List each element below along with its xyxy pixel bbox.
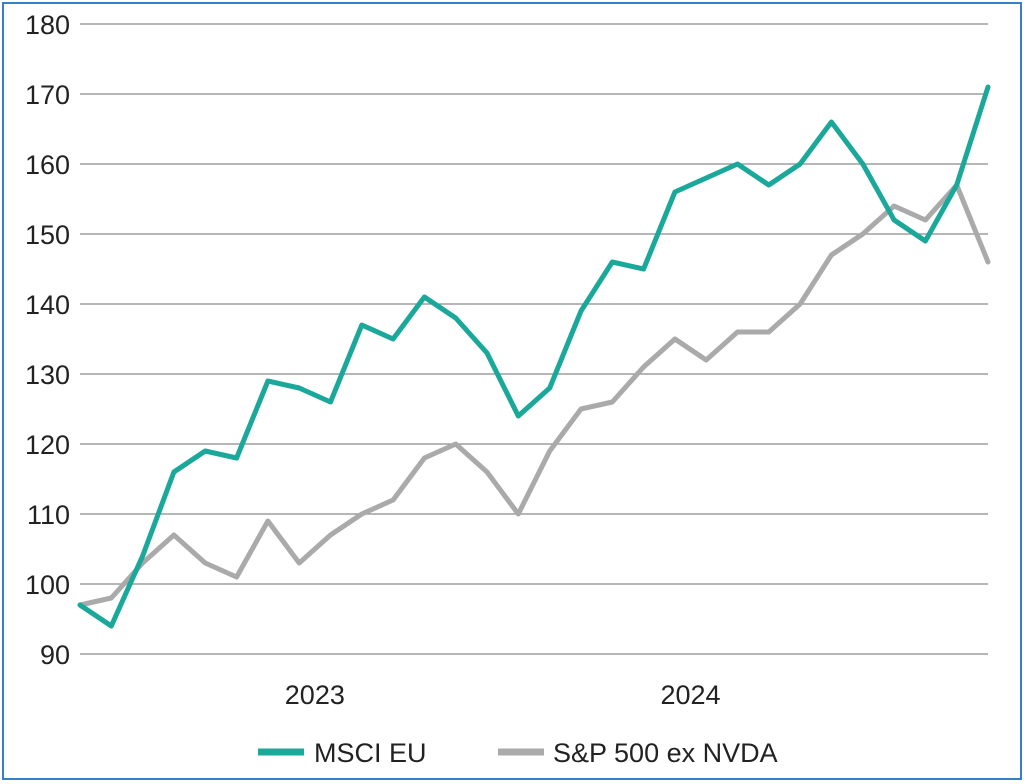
legend-label: S&P 500 ex NVDA xyxy=(553,738,778,768)
y-tick-label: 160 xyxy=(25,150,70,180)
y-axis-ticks: 90 100 110 120 130 140 150 160 170 180 xyxy=(25,10,70,670)
gridlines xyxy=(80,23,988,655)
y-tick-label: 100 xyxy=(25,570,70,600)
y-tick-label: 110 xyxy=(27,500,70,530)
x-axis-ticks: 202320242025 xyxy=(285,680,721,710)
y-tick-label: 130 xyxy=(25,360,70,390)
y-tick-label: 140 xyxy=(25,290,70,320)
legend: MSCI EU S&P 500 ex NVDA xyxy=(258,738,778,768)
x-tick-label: 2023 xyxy=(285,680,345,710)
series-line-sp500-ex-nvda xyxy=(77,182,991,608)
legend-label: MSCI EU xyxy=(314,738,427,768)
y-tick-label: 120 xyxy=(25,430,70,460)
series-lines xyxy=(77,84,991,629)
y-tick-label: 180 xyxy=(25,10,70,40)
y-tick-label: 150 xyxy=(25,220,70,250)
y-tick-label: 170 xyxy=(25,80,70,110)
x-tick-label: 2024 xyxy=(661,680,721,710)
y-tick-label: 90 xyxy=(40,640,70,670)
series-line-msci-eu xyxy=(77,84,991,629)
